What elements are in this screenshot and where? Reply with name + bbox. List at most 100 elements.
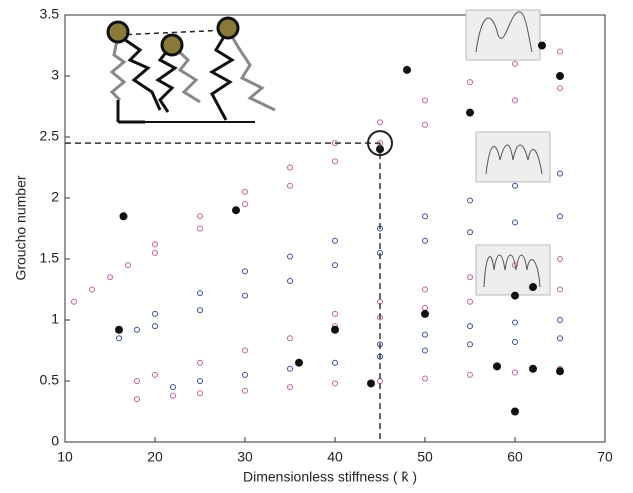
data-point <box>243 388 248 393</box>
data-point <box>423 348 428 353</box>
data-point <box>404 66 411 73</box>
waveform-insets <box>466 10 550 295</box>
data-point <box>530 284 537 291</box>
data-point <box>558 336 563 341</box>
data-point <box>468 198 473 203</box>
data-point <box>333 360 338 365</box>
data-point <box>198 391 203 396</box>
data-point <box>378 120 383 125</box>
y-tick-label: 2 <box>51 189 59 205</box>
data-point <box>422 310 429 317</box>
data-point <box>153 324 158 329</box>
data-point <box>558 214 563 219</box>
data-point <box>243 269 248 274</box>
data-point <box>243 189 248 194</box>
data-point <box>530 365 537 372</box>
data-point <box>288 385 293 390</box>
data-point <box>539 42 546 49</box>
data-point <box>468 80 473 85</box>
data-point <box>423 287 428 292</box>
data-point <box>423 238 428 243</box>
data-point <box>513 370 518 375</box>
data-point <box>117 336 122 341</box>
data-point <box>243 348 248 353</box>
data-point <box>513 339 518 344</box>
data-point <box>135 327 140 332</box>
data-point <box>513 320 518 325</box>
data-point <box>243 372 248 377</box>
data-point <box>333 311 338 316</box>
data-point <box>153 250 158 255</box>
y-tick-label: 3 <box>51 67 59 83</box>
data-point <box>423 214 428 219</box>
data-point <box>558 318 563 323</box>
data-point <box>135 379 140 384</box>
data-point <box>513 61 518 66</box>
data-point <box>90 287 95 292</box>
data-point <box>468 230 473 235</box>
plot-frame <box>65 15 605 442</box>
data-point <box>513 220 518 225</box>
data-point <box>198 226 203 231</box>
data-point <box>198 214 203 219</box>
data-point <box>288 278 293 283</box>
y-axis-label: Groucho number <box>13 175 29 280</box>
data-point <box>512 292 519 299</box>
data-point <box>558 257 563 262</box>
data-point <box>333 159 338 164</box>
data-point <box>198 379 203 384</box>
data-point <box>368 380 375 387</box>
data-point <box>120 213 127 220</box>
x-tick-label: 20 <box>147 449 163 465</box>
data-point <box>333 238 338 243</box>
data-point <box>558 86 563 91</box>
data-point <box>557 368 564 375</box>
data-point <box>423 376 428 381</box>
data-point <box>378 379 383 384</box>
data-point <box>198 360 203 365</box>
data-point <box>135 397 140 402</box>
x-axis-label: Dimensionless stiffness ( k̂ ) <box>243 469 417 485</box>
x-tick-label: 40 <box>327 449 343 465</box>
x-tick-label: 50 <box>417 449 433 465</box>
data-point <box>198 308 203 313</box>
data-point <box>558 287 563 292</box>
x-tick-label: 60 <box>507 449 523 465</box>
data-point <box>153 372 158 377</box>
data-point <box>468 275 473 280</box>
data-point <box>126 263 131 268</box>
data-point <box>171 393 176 398</box>
data-point <box>108 275 113 280</box>
data-point <box>332 326 339 333</box>
data-point <box>558 49 563 54</box>
data-point <box>153 311 158 316</box>
x-tick-label: 70 <box>597 449 613 465</box>
data-point <box>557 73 564 80</box>
data-point <box>468 342 473 347</box>
data-point <box>288 183 293 188</box>
y-tick-label: 1.5 <box>40 250 60 266</box>
data-point <box>423 98 428 103</box>
data-point <box>72 299 77 304</box>
data-point <box>116 326 123 333</box>
data-point <box>467 109 474 116</box>
y-tick-label: 3.5 <box>40 6 60 22</box>
data-point <box>288 165 293 170</box>
x-tick-label: 10 <box>57 449 73 465</box>
data-point <box>296 359 303 366</box>
chart: Dimensionless stiffness ( k̂ ) Groucho n… <box>0 0 633 493</box>
data-point <box>558 171 563 176</box>
y-tick-label: 2.5 <box>40 128 60 144</box>
data-point <box>513 183 518 188</box>
data-point <box>494 363 501 370</box>
data-point <box>423 305 428 310</box>
y-tick-label: 1 <box>51 311 59 327</box>
data-point <box>423 122 428 127</box>
data-point <box>171 385 176 390</box>
data-point <box>243 202 248 207</box>
schematic-inset <box>108 18 275 122</box>
x-tick-label: 30 <box>237 449 253 465</box>
y-tick-label: 0.5 <box>40 372 60 388</box>
data-point <box>288 254 293 259</box>
data-point <box>288 366 293 371</box>
